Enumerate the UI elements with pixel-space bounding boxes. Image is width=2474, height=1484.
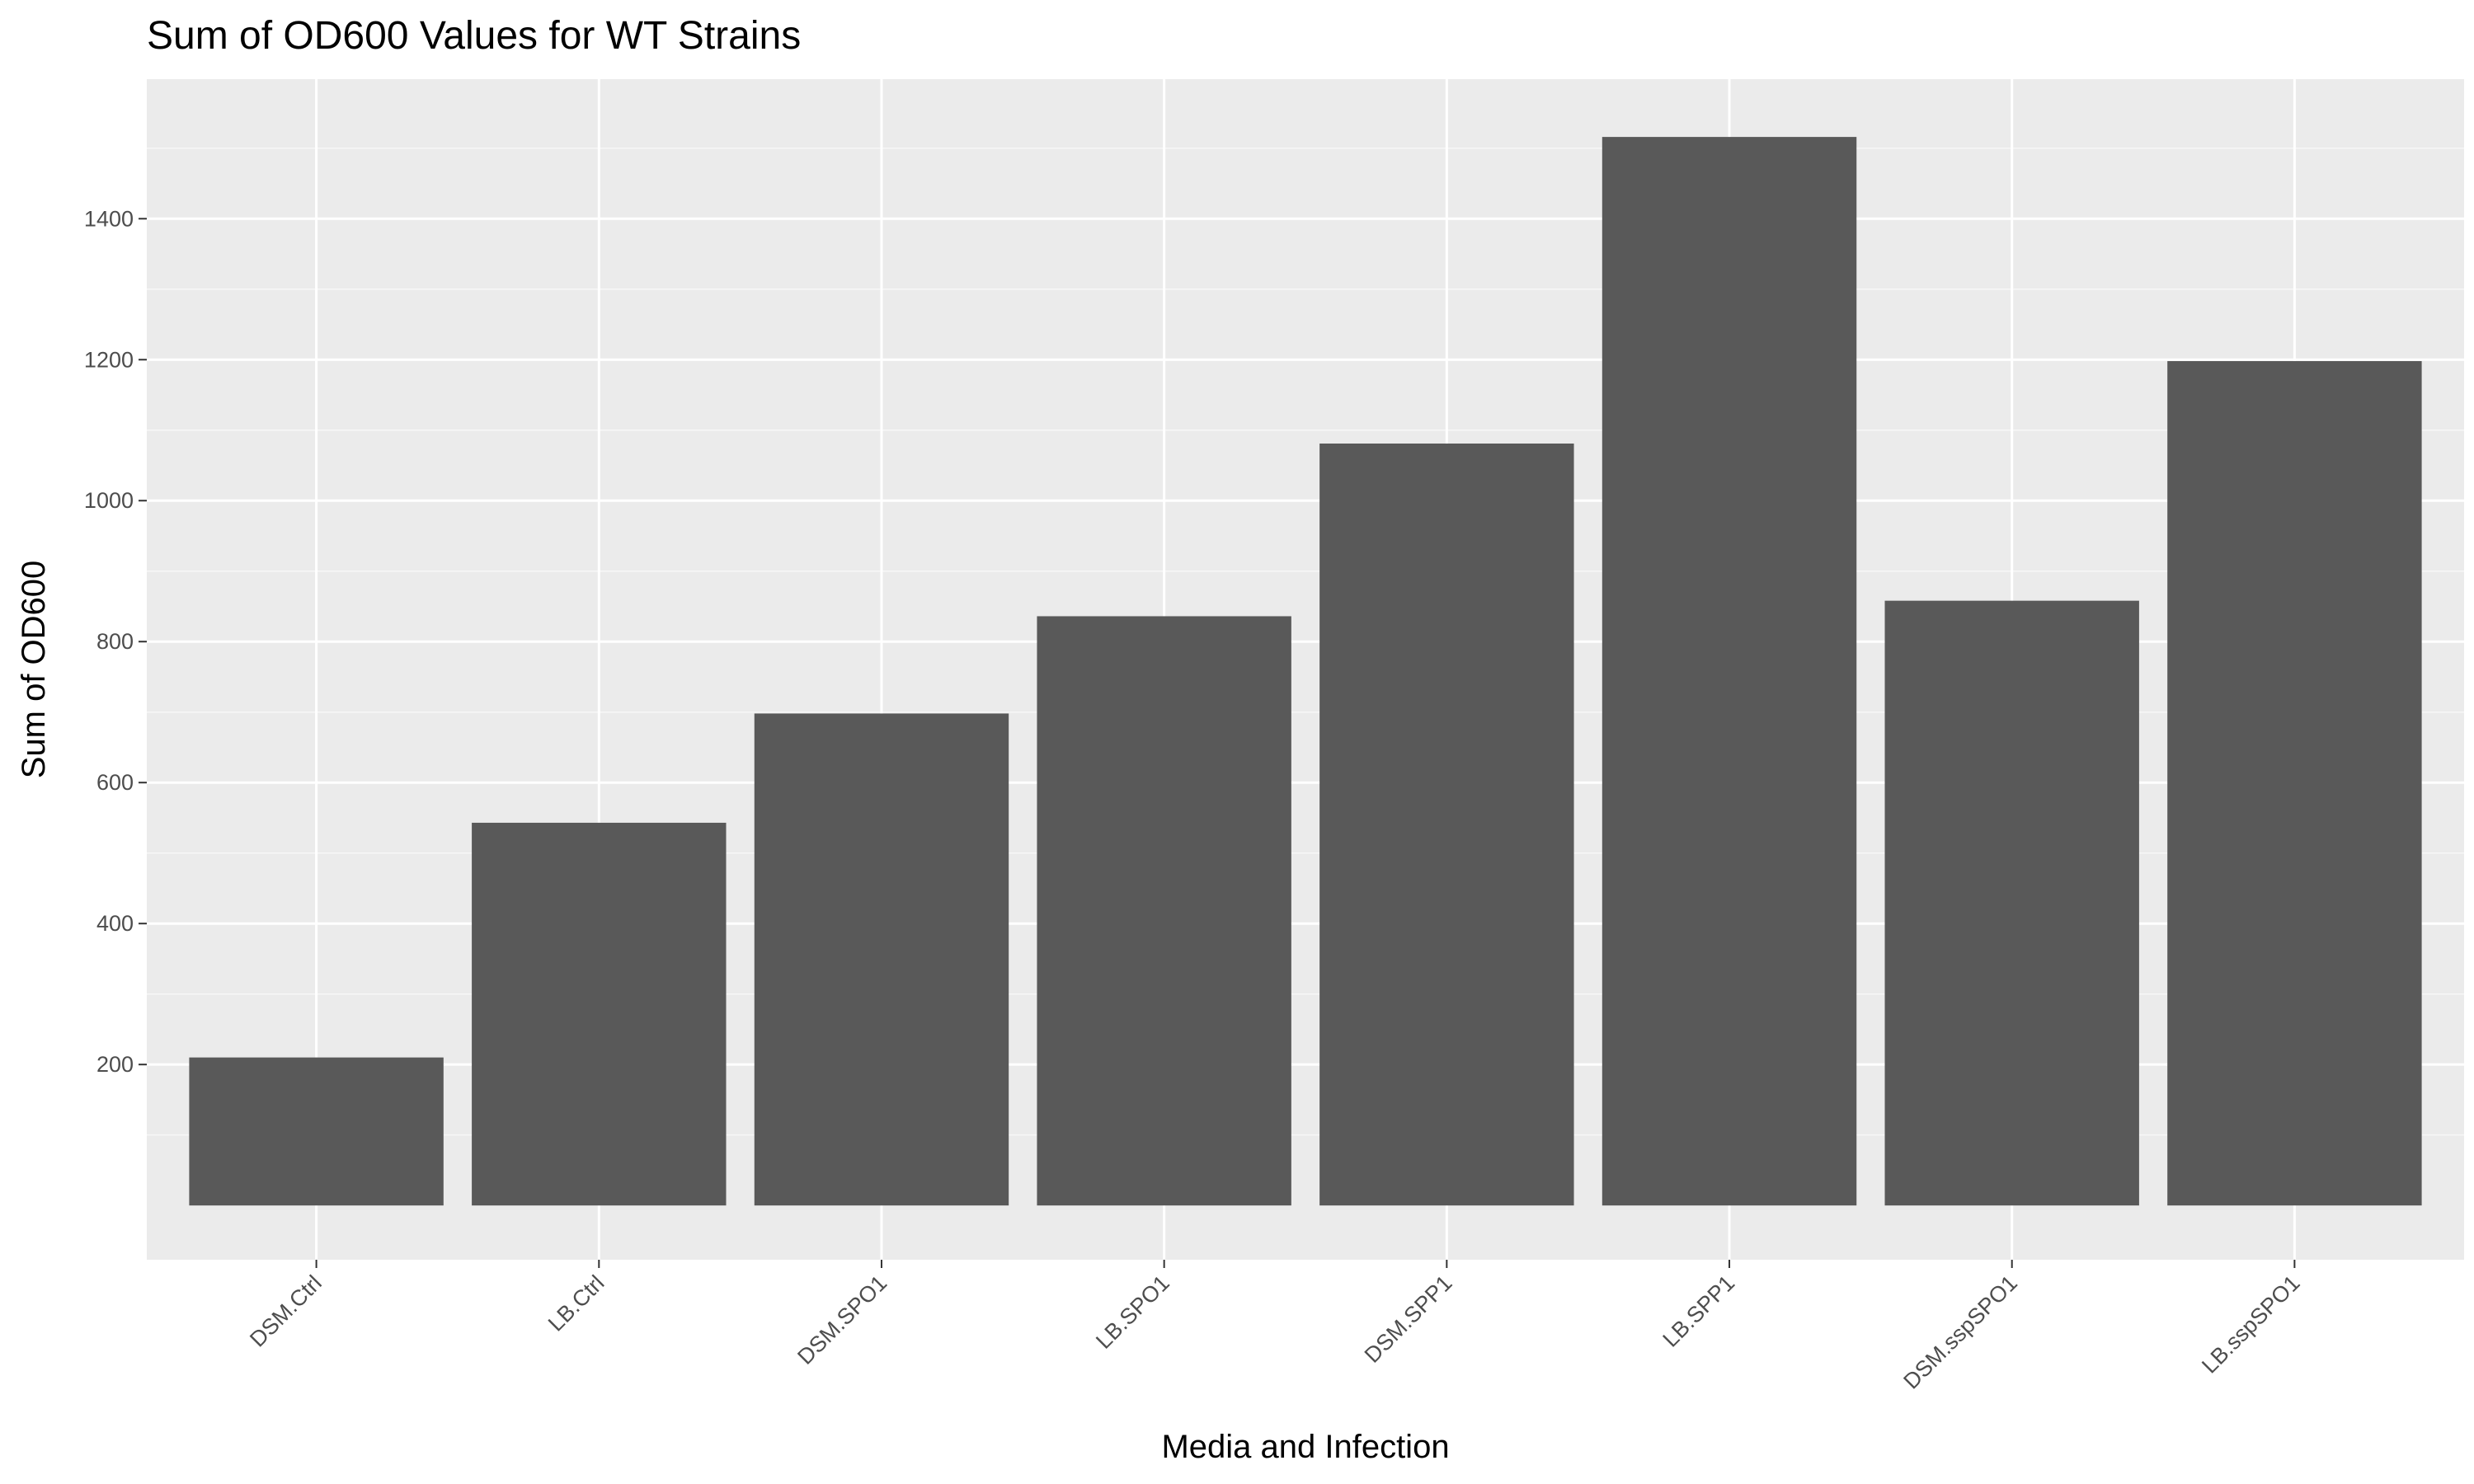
x-tick-label: DSM.SPP1 [1360, 1270, 1457, 1368]
chart-title: Sum of OD600 Values for WT Strains [147, 14, 801, 58]
x-tick-label: LB.SPP1 [1658, 1270, 1740, 1352]
x-tick-label: LB.sspSPO1 [2197, 1270, 2305, 1378]
x-tick-label: LB.Ctrl [543, 1270, 609, 1336]
y-tick-label: 400 [96, 911, 134, 936]
x-tick-label: LB.SPO1 [1091, 1270, 1174, 1354]
x-tick-label: DSM.SPO1 [793, 1270, 891, 1369]
y-tick-label: 1000 [84, 488, 134, 513]
bar [472, 822, 727, 1206]
x-tick-label: DSM.sspSPO1 [1898, 1270, 2022, 1394]
bar [2167, 360, 2422, 1206]
y-axis-title: Sum of OD600 [16, 561, 52, 779]
bar [1884, 600, 2139, 1206]
x-axis-title: Media and Infection [1161, 1429, 1449, 1465]
x-tick-label: DSM.Ctrl [245, 1270, 327, 1352]
y-axis: 200 400 600 800 1000 1200 1400 [84, 206, 147, 1077]
bars [189, 137, 2422, 1206]
y-tick-label: 1400 [84, 206, 134, 231]
x-axis: DSM.Ctrl LB.Ctrl DSM.SPO1 LB.SPO1 DSM.SPP1 LB… [245, 1260, 2305, 1394]
bar [1037, 616, 1291, 1206]
y-tick-label: 600 [96, 770, 134, 795]
bar [189, 1057, 444, 1206]
bar [1602, 137, 1857, 1206]
y-tick-label: 200 [96, 1052, 134, 1077]
y-tick-label: 800 [96, 629, 134, 654]
y-tick-label: 1200 [84, 347, 134, 372]
bar [1319, 443, 1574, 1206]
bar [754, 713, 1009, 1206]
